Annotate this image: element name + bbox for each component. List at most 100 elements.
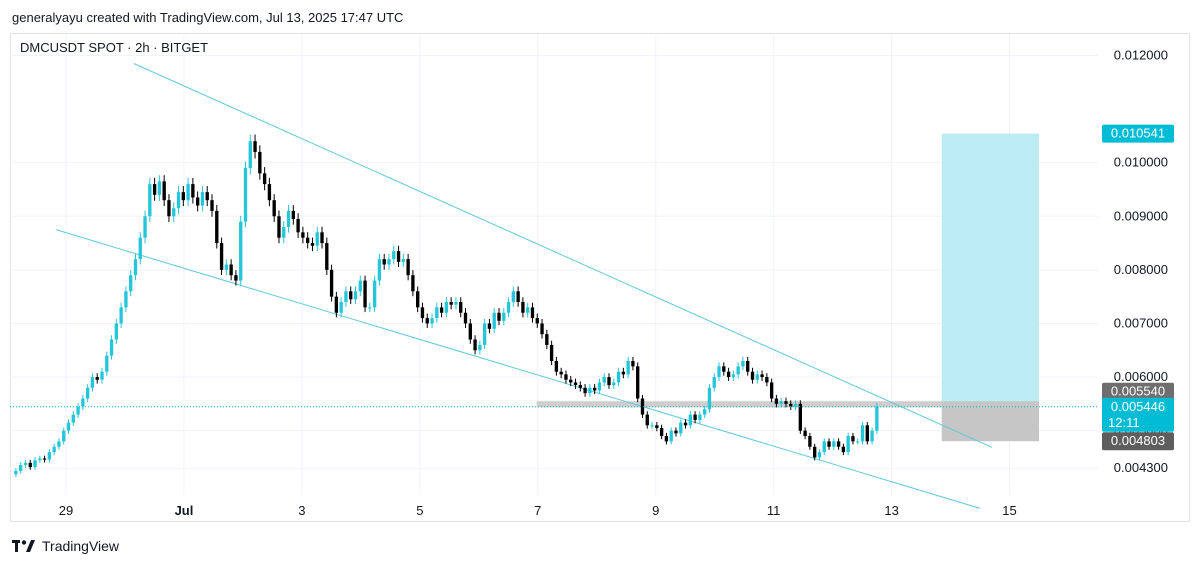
- candle-body: [152, 184, 157, 195]
- candle-body: [612, 382, 616, 386]
- candle-body: [425, 318, 429, 324]
- candle: [698, 411, 702, 424]
- candle: [459, 297, 463, 318]
- candle: [746, 356, 750, 376]
- candle: [33, 457, 37, 470]
- candle-body: [76, 406, 80, 415]
- candle: [71, 411, 75, 426]
- candle: [492, 308, 496, 334]
- candle: [38, 455, 42, 464]
- candle-body: [430, 318, 434, 324]
- candle: [803, 427, 807, 440]
- candle: [502, 308, 506, 326]
- candle: [569, 375, 573, 387]
- candle: [655, 422, 659, 432]
- time-axis[interactable]: 29 Jul 3 5 7 9 11 13 15: [59, 503, 1017, 518]
- candle-body: [530, 307, 535, 319]
- candle-body: [95, 377, 99, 380]
- candle-body: [186, 184, 190, 201]
- candle-body: [368, 307, 372, 309]
- candle: [731, 370, 736, 381]
- candle: [726, 367, 731, 381]
- candle-body: [253, 141, 257, 152]
- candle-body: [66, 422, 71, 431]
- candle: [420, 302, 425, 323]
- candle: [545, 329, 549, 350]
- chart-caption: generalyayu created with TradingView.com…: [12, 10, 404, 25]
- bar-countdown: 12:11: [1108, 415, 1140, 430]
- candle-body: [282, 226, 286, 238]
- candle-body: [239, 221, 243, 281]
- candle: [62, 427, 66, 445]
- candle-body: [597, 382, 602, 391]
- candle-body: [865, 425, 869, 442]
- candle: [349, 286, 353, 305]
- candle: [406, 253, 410, 281]
- candle-body: [573, 382, 578, 386]
- candle: [248, 134, 252, 175]
- candle: [717, 362, 721, 381]
- descending-channel: [55, 63, 993, 509]
- candle-body: [645, 414, 649, 426]
- y-tick-label: 0.008000: [1114, 262, 1168, 277]
- candle-body: [746, 360, 750, 372]
- candle-body: [602, 377, 606, 383]
- price-axis[interactable]: 0.0043000.0050000.0060000.0070000.008000…: [1102, 47, 1174, 475]
- y-tick-label: 0.009000: [1114, 208, 1168, 223]
- candle-body: [813, 446, 817, 458]
- candle-body: [416, 291, 420, 308]
- candle-body: [487, 323, 492, 329]
- candle-body: [478, 344, 482, 351]
- candle-body: [741, 360, 745, 367]
- candle: [85, 384, 90, 403]
- x-tick-label: 3: [298, 503, 305, 518]
- candle-body: [396, 251, 401, 262]
- candle: [392, 245, 396, 265]
- candle: [540, 318, 544, 339]
- position-zones: [536, 133, 1040, 442]
- candle: [157, 175, 162, 201]
- candle: [435, 302, 439, 323]
- candle-body: [411, 275, 415, 292]
- candle: [191, 177, 195, 204]
- x-tick-label: 9: [652, 503, 659, 518]
- candle-body: [358, 280, 362, 292]
- candle: [793, 400, 798, 411]
- candle-body: [224, 264, 229, 270]
- candle: [865, 422, 869, 445]
- current-price-label-bg: [1102, 397, 1174, 432]
- candle-body: [258, 151, 262, 174]
- candle-body: [707, 387, 712, 410]
- candle-body: [143, 216, 147, 238]
- entry-price-label-text: 0.005540: [1111, 384, 1165, 399]
- candle: [693, 411, 697, 424]
- candle: [860, 422, 865, 445]
- candle: [784, 397, 788, 408]
- candle: [14, 468, 18, 477]
- candle-body: [468, 323, 472, 340]
- candle-body: [47, 452, 52, 460]
- candle-body: [702, 409, 707, 415]
- candle: [612, 378, 616, 389]
- candle-body: [492, 312, 496, 329]
- candle: [478, 340, 482, 355]
- candle: [258, 145, 262, 180]
- candle-body: [803, 430, 807, 437]
- candle: [200, 186, 205, 212]
- candle-body: [215, 210, 219, 244]
- x-tick-label: Jul: [175, 503, 194, 518]
- candle-body: [277, 216, 281, 238]
- candle: [449, 297, 453, 310]
- candle: [430, 313, 434, 328]
- candle: [76, 403, 80, 419]
- candle: [100, 367, 104, 384]
- candle-body: [291, 210, 295, 219]
- candle: [583, 384, 587, 397]
- candle: [640, 394, 645, 419]
- candle-body: [765, 377, 769, 383]
- candle: [42, 455, 47, 463]
- stop-price-label-text: 0.004803: [1111, 433, 1165, 448]
- candle-body: [162, 181, 166, 201]
- candle: [277, 210, 281, 244]
